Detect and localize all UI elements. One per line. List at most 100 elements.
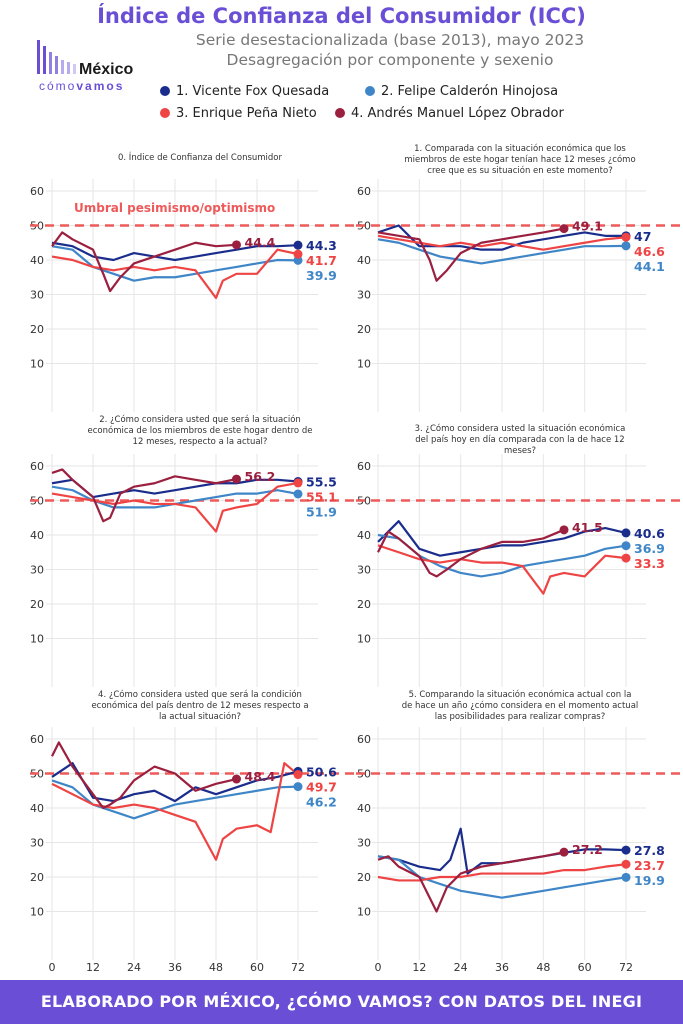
series-end-label: 36.9 (634, 541, 665, 556)
series-end-label: 39.9 (306, 268, 337, 283)
y-tick-label: 60 (30, 460, 44, 473)
y-tick-label: 40 (357, 529, 371, 542)
series-line-0 (51, 762, 299, 803)
chart-panel-3: 3. ¿Cómo considera usted la situación ec… (356, 423, 683, 687)
x-tick-label: 72 (291, 961, 305, 974)
series-end-point (621, 859, 631, 869)
series-line-3 (51, 468, 237, 523)
y-tick-label: 10 (357, 906, 371, 919)
chart-panel-1: 1. Comparada con la situación económica … (356, 143, 683, 412)
series-line-0 (377, 520, 627, 557)
series-line-2 (377, 863, 627, 882)
series-end-point (621, 241, 631, 251)
series-end-label: 33.3 (634, 556, 665, 571)
series-line-3 (51, 741, 237, 810)
y-tick-label: 10 (357, 358, 371, 371)
y-tick-label: 30 (357, 837, 371, 850)
y-tick-label: 20 (357, 871, 371, 884)
series-line-3 (377, 528, 565, 578)
y-tick-label: 20 (357, 598, 371, 611)
y-tick-label: 10 (30, 358, 44, 371)
series-end-point (559, 847, 569, 857)
series-line-2 (377, 234, 627, 251)
subtitle-components: Desagregación por componente y sexenio (226, 51, 554, 69)
x-tick-label: 36 (168, 961, 182, 974)
y-tick-label: 40 (30, 254, 44, 267)
series-end-label: 44.4 (245, 235, 276, 250)
x-tick-label: 0 (49, 961, 56, 974)
series-end-label: 49.1 (572, 219, 603, 234)
y-tick-label: 10 (357, 633, 371, 646)
y-tick-label: 60 (30, 185, 44, 198)
x-tick-label: 48 (209, 961, 223, 974)
x-tick-label: 72 (619, 961, 633, 974)
legend-item-calderon: 2. Felipe Calderón Hinojosa (365, 84, 558, 99)
logo-bars-icon (37, 40, 76, 74)
logo-word-mexico: México (79, 61, 133, 78)
mexico-como-vamos-logo: México cómovamos (37, 40, 133, 93)
y-tick-label: 60 (357, 460, 371, 473)
series-end-point (232, 240, 241, 250)
series-end-label: 55.1 (306, 490, 337, 505)
y-tick-label: 30 (30, 564, 44, 577)
series-end-label: 27.8 (634, 843, 665, 858)
logo-word-como: cómovamos (39, 79, 124, 93)
y-tick-label: 20 (30, 871, 44, 884)
footer-credit: ELABORADO POR MÉXICO, ¿CÓMO VAMOS? CON D… (0, 980, 683, 1024)
y-tick-label: 60 (30, 733, 44, 746)
series-line-1 (377, 238, 627, 265)
threshold-label: Umbral pesimismo/optimismo (74, 201, 275, 215)
series-end-point (293, 782, 303, 792)
legend-item-fox: 1. Vicente Fox Quesada (160, 84, 329, 99)
y-tick-label: 30 (30, 289, 44, 302)
series-end-point (293, 249, 303, 259)
series-end-label: 41.5 (572, 520, 603, 535)
series-end-label: 47 (634, 229, 651, 244)
series-line-0 (377, 827, 627, 875)
series-end-point (559, 224, 569, 234)
series-end-point (621, 541, 631, 551)
series-end-point (621, 528, 631, 538)
series-end-point (621, 845, 631, 855)
x-tick-label: 12 (412, 961, 426, 974)
series-end-label: 55.5 (306, 475, 337, 490)
series-end-label: 41.7 (306, 253, 337, 268)
x-tick-label: 48 (536, 961, 550, 974)
series-end-label: 44.3 (306, 238, 337, 253)
series-end-label: 46.6 (634, 244, 665, 259)
y-tick-label: 20 (30, 323, 44, 336)
series-end-point (293, 489, 303, 499)
series-line-2 (51, 762, 299, 861)
chart-title: 0. Índice de Confianza del Consumidor (118, 151, 283, 163)
y-tick-label: 10 (30, 906, 44, 919)
charts-grid: 0. Índice de Confianza del Consumidor 10 2… (30, 143, 683, 974)
series-end-point (293, 770, 303, 780)
subtitle: Serie desestacionalizada (base 2013), ma… (195, 31, 585, 49)
chart-title: 4. ¿Cómo considera usted que será la con… (91, 689, 308, 722)
series-end-label: 50.6 (306, 764, 337, 779)
series-end-point (621, 553, 631, 563)
series-line-2 (51, 248, 299, 300)
y-tick-label: 40 (30, 529, 44, 542)
chart-panel-4: 4. ¿Cómo considera usted que será la con… (30, 689, 358, 974)
series-end-label: 56.2 (245, 469, 276, 484)
y-tick-label: 30 (30, 837, 44, 850)
chart-panel-5: 5. Comparando la situación económica act… (356, 689, 683, 974)
x-tick-label: 24 (454, 961, 468, 974)
series-line-0 (51, 241, 299, 262)
y-tick-label: 40 (30, 802, 44, 815)
series-end-point (293, 240, 303, 250)
chart-title: 2. ¿Cómo considera usted que será la sit… (88, 414, 313, 447)
chart-title: 3. ¿Cómo considera usted la situación ec… (415, 423, 626, 456)
series-end-point (293, 478, 303, 488)
chart-panel-0: 0. Índice de Confianza del Consumidor 10 2… (30, 151, 358, 412)
series-end-label: 23.7 (634, 858, 665, 873)
x-tick-label: 60 (250, 961, 264, 974)
chart-panel-2: 2. ¿Cómo considera usted que será la sit… (30, 414, 358, 687)
y-tick-label: 40 (357, 254, 371, 267)
series-end-label: 48.4 (245, 769, 276, 784)
series-end-point (621, 232, 631, 242)
series-line-2 (51, 481, 299, 533)
series-end-label: 46.2 (306, 794, 337, 809)
legend-pena-dot-icon (160, 108, 170, 118)
